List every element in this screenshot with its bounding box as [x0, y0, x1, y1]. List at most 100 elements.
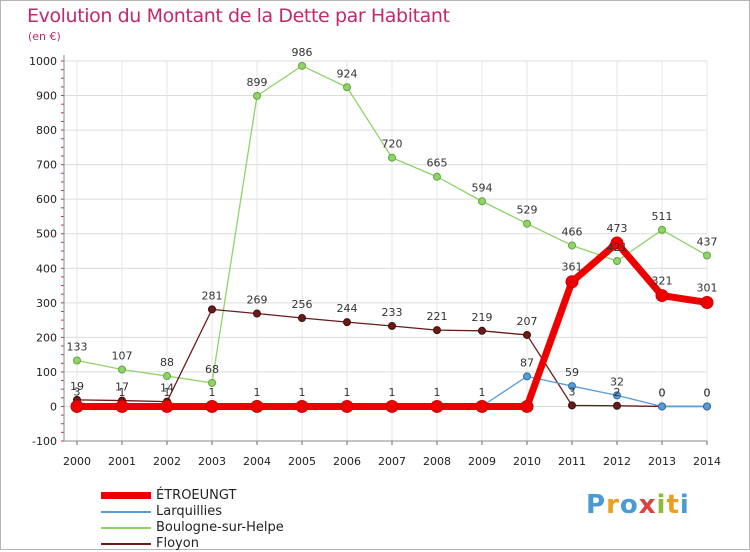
- data-point: [430, 399, 444, 413]
- data-label: 437: [697, 235, 718, 248]
- y-tick-label: 800: [36, 124, 57, 137]
- x-tick-label: 2006: [333, 455, 361, 468]
- data-label: 665: [427, 157, 448, 170]
- data-label: 87: [520, 356, 534, 369]
- data-label: 19: [70, 380, 84, 393]
- data-point: [208, 378, 216, 387]
- data-label: 233: [382, 306, 403, 319]
- data-point: [700, 295, 714, 309]
- data-label: 1: [209, 386, 216, 399]
- logo-letter: i: [679, 490, 690, 520]
- y-tick-label: 500: [36, 228, 57, 241]
- legend-swatch-floyon: [101, 543, 151, 545]
- data-label: 466: [562, 225, 583, 238]
- x-tick-label: 2000: [63, 455, 91, 468]
- x-tick-label: 2013: [648, 455, 676, 468]
- data-point: [613, 391, 621, 400]
- x-tick-label: 2010: [513, 455, 541, 468]
- data-label: 1: [299, 386, 306, 399]
- data-label: 1: [344, 386, 351, 399]
- data-point: [343, 318, 351, 327]
- data-label: 3: [74, 385, 81, 398]
- legend-swatch-larquillies: [101, 511, 151, 513]
- y-tick-label: 100: [36, 366, 57, 379]
- x-tick-label: 2008: [423, 455, 451, 468]
- x-tick-label: 2012: [603, 455, 631, 468]
- data-label: 68: [205, 363, 219, 376]
- y-tick-label: 600: [36, 193, 57, 206]
- data-label: 1: [164, 386, 171, 399]
- data-point: [340, 399, 354, 413]
- x-tick-label: 2003: [198, 455, 226, 468]
- data-label: 986: [292, 46, 313, 59]
- legend-label: Floyon: [156, 536, 199, 551]
- data-point: [433, 326, 441, 335]
- x-tick-label: 2001: [108, 455, 136, 468]
- data-label: 256: [292, 298, 313, 311]
- x-tick-label: 2011: [558, 455, 586, 468]
- data-point: [523, 219, 531, 228]
- data-label: 924: [337, 67, 358, 80]
- data-point: [568, 401, 576, 410]
- data-point: [658, 225, 666, 234]
- data-point: [253, 91, 261, 100]
- logo-letter: x: [638, 490, 657, 520]
- data-point: [703, 251, 711, 260]
- data-point: [658, 402, 666, 411]
- data-label: 269: [247, 294, 268, 307]
- data-point: [160, 399, 174, 413]
- data-point: [118, 365, 126, 374]
- data-label: 1: [479, 386, 486, 399]
- data-label: 88: [160, 356, 174, 369]
- legend-swatch-etroeungt: [101, 492, 151, 499]
- data-point: [433, 172, 441, 181]
- y-tick-label: 1000: [29, 55, 57, 68]
- logo-letter: P: [586, 490, 607, 520]
- data-label: 301: [697, 281, 718, 294]
- data-label: 219: [472, 311, 493, 324]
- data-label: 17: [115, 381, 129, 394]
- data-point: [295, 399, 309, 413]
- data-point: [250, 399, 264, 413]
- y-tick-label: 400: [36, 262, 57, 275]
- data-point: [613, 257, 621, 266]
- data-label: 0: [659, 386, 666, 399]
- data-point: [253, 309, 261, 318]
- x-tick-label: 2014: [693, 455, 721, 468]
- data-label: 2: [614, 386, 621, 399]
- data-label: 0: [659, 386, 666, 399]
- data-point: [163, 372, 171, 381]
- data-point: [73, 356, 81, 365]
- legend-swatch-boulogne-sur-helpe: [101, 527, 151, 529]
- data-label: 899: [247, 76, 268, 89]
- data-label: 133: [67, 341, 88, 354]
- x-tick-label: 2009: [468, 455, 496, 468]
- data-point: [115, 399, 129, 413]
- data-point: [343, 83, 351, 92]
- data-point: [70, 399, 84, 413]
- logo-letter: o: [619, 490, 639, 520]
- data-point: [568, 382, 576, 391]
- data-label: 421: [607, 241, 628, 254]
- data-label: 0: [704, 386, 711, 399]
- data-point: [613, 401, 621, 410]
- data-label: 107: [112, 349, 133, 362]
- data-point: [568, 241, 576, 250]
- y-tick-label: 700: [36, 159, 57, 172]
- chart-subtitle: (en €): [28, 30, 61, 43]
- y-tick-label: 900: [36, 90, 57, 103]
- data-point: [610, 236, 624, 250]
- data-point: [520, 399, 534, 413]
- legend-label: ÉTROEUNGT: [156, 488, 237, 503]
- data-label: 473: [607, 222, 628, 235]
- logo-letter: r: [606, 490, 620, 520]
- logo-letter: t: [666, 490, 680, 520]
- x-tick-label: 2004: [243, 455, 271, 468]
- data-point: [298, 314, 306, 323]
- data-label: 59: [565, 366, 579, 379]
- data-point: [385, 399, 399, 413]
- x-tick-label: 2007: [378, 455, 406, 468]
- data-label: 529: [517, 204, 538, 217]
